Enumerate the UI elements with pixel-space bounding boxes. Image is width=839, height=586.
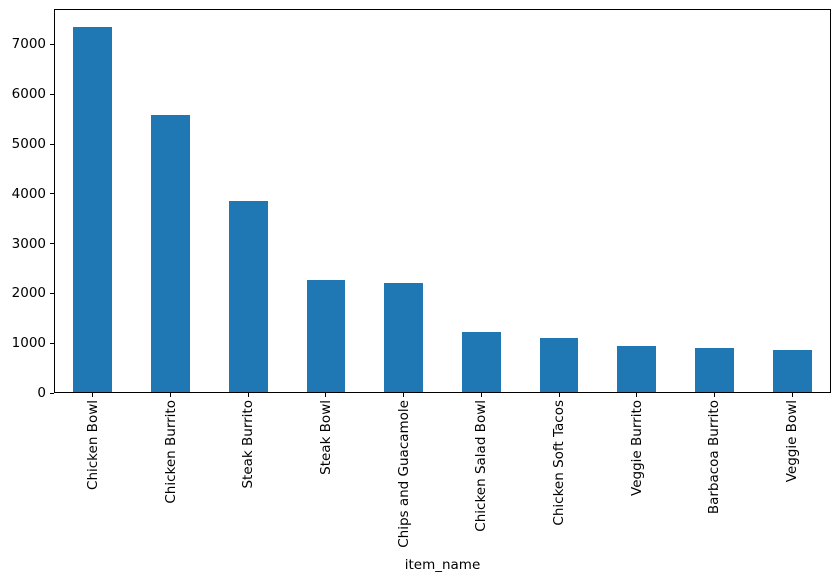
y-tick-label: 1000 [11, 335, 46, 352]
x-tick-mark [636, 393, 638, 397]
bar [228, 201, 268, 393]
x-tick-label: Chicken Burrito [162, 400, 179, 504]
bar [772, 349, 812, 393]
x-tick-mark [403, 393, 405, 397]
y-tick-mark [50, 93, 54, 95]
y-tick-mark [50, 193, 54, 195]
x-tick-mark [92, 393, 94, 397]
x-tick-label: Chicken Soft Tacos [551, 400, 568, 526]
y-tick-label: 2000 [11, 285, 46, 302]
x-tick-label: Steak Bowl [317, 400, 334, 475]
y-tick-label: 3000 [11, 235, 46, 252]
bar [151, 115, 190, 393]
y-tick-label: 4000 [11, 185, 46, 202]
y-tick-label: 6000 [11, 86, 46, 103]
bar [306, 280, 346, 393]
x-tick-label: Chicken Salad Bowl [473, 400, 490, 532]
y-tick-mark [50, 143, 54, 145]
bar [384, 283, 424, 393]
x-tick-label: Chicken Bowl [84, 400, 101, 490]
x-tick-label: Chips and Guacamole [395, 400, 412, 548]
y-tick-label: 7000 [11, 36, 46, 53]
x-tick-mark [791, 393, 793, 397]
y-tick-label: 5000 [11, 136, 46, 153]
bar [461, 331, 501, 393]
x-tick-mark [325, 393, 327, 397]
x-tick-mark [247, 393, 249, 397]
y-tick-mark [50, 342, 54, 344]
bar [73, 27, 113, 393]
x-tick-label: Veggie Bowl [784, 400, 801, 483]
x-tick-mark [558, 393, 560, 397]
x-tick-label: Barbacoa Burrito [706, 400, 723, 515]
x-tick-label: Veggie Burrito [628, 400, 645, 496]
x-tick-mark [480, 393, 482, 397]
x-axis-label: item_name [404, 557, 481, 573]
y-tick-mark [50, 392, 54, 394]
y-tick-mark [50, 243, 54, 245]
bar [695, 348, 734, 393]
y-tick-mark [50, 43, 54, 45]
x-tick-mark [713, 393, 715, 397]
bar [617, 346, 657, 393]
x-tick-mark [170, 393, 172, 397]
bar [539, 337, 579, 393]
y-tick-label: 0 [37, 385, 46, 401]
y-tick-mark [50, 292, 54, 294]
x-tick-label: Steak Burrito [240, 400, 257, 489]
